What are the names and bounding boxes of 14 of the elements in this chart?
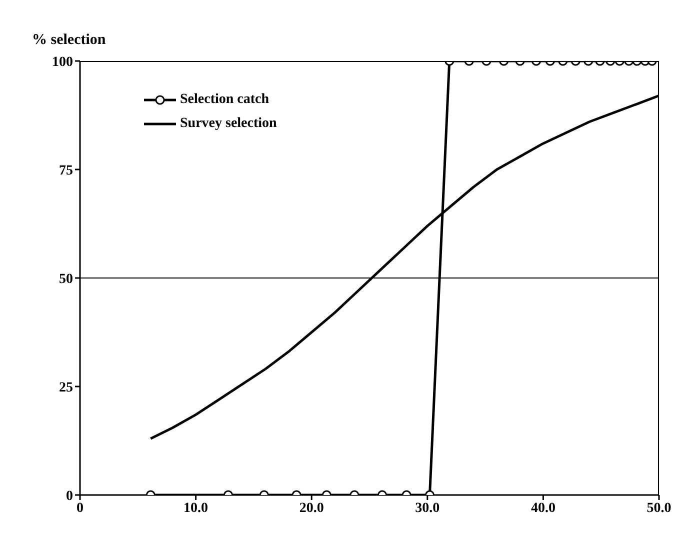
- y-tick-label: 0: [66, 488, 73, 504]
- legend-label: Survey selection: [180, 116, 277, 132]
- y-axis-title: % selection: [32, 32, 106, 49]
- x-tick-label: 30.0: [415, 500, 440, 516]
- x-tick-label: 10.0: [184, 500, 208, 516]
- y-tick-label: 25: [59, 380, 73, 396]
- legend-label: Selection catch: [180, 92, 270, 108]
- x-tick-label: 20.0: [299, 500, 324, 516]
- y-tick-label: 75: [59, 163, 73, 178]
- x-tick-label: 50.0: [646, 500, 672, 516]
- y-tick-label: 50: [59, 272, 73, 287]
- x-tick-label: 0: [76, 500, 84, 516]
- x-tick-label: 40.0: [530, 500, 556, 516]
- y-tick-label: 100: [52, 54, 73, 70]
